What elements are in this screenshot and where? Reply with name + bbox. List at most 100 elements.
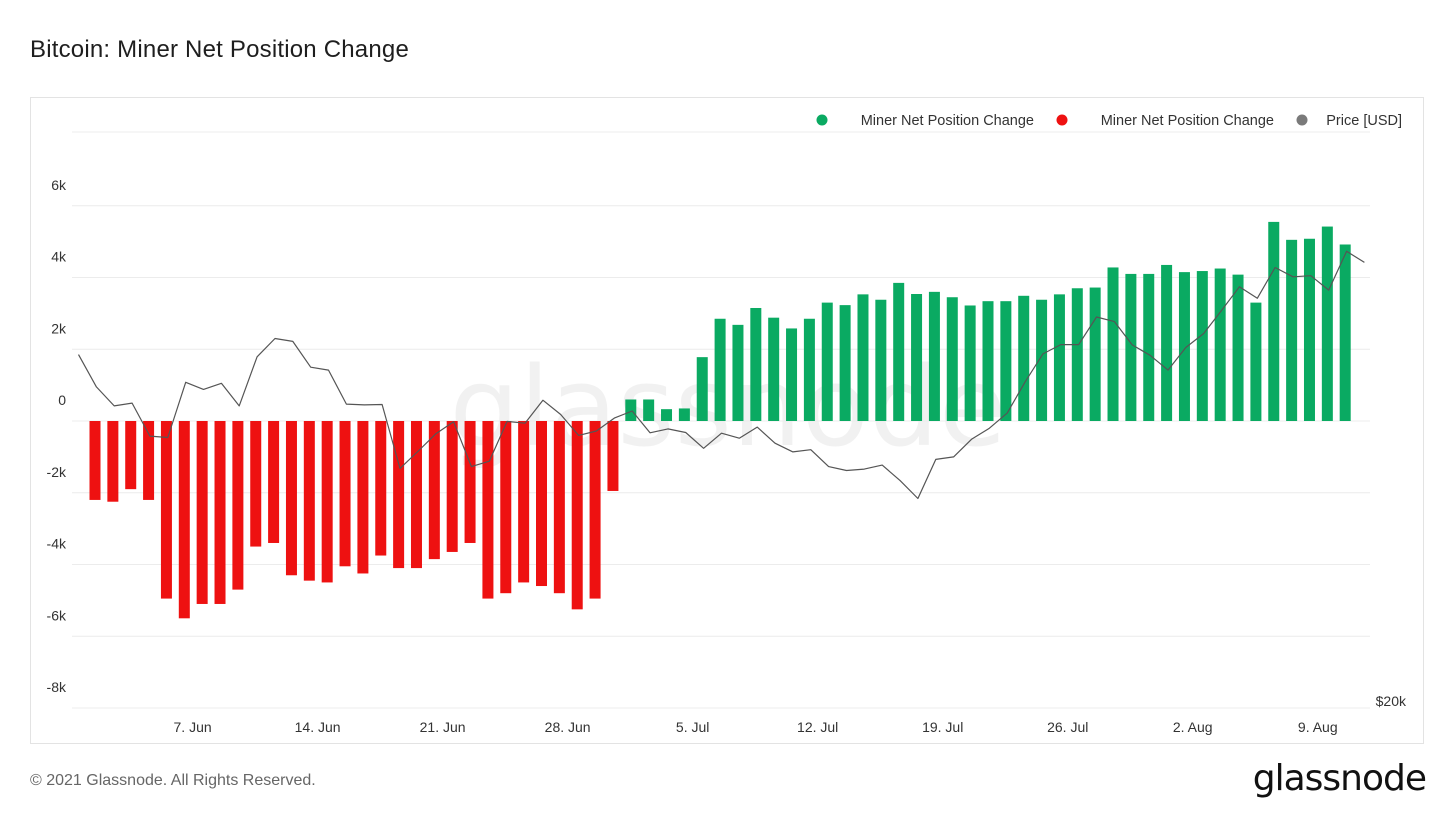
- bar-series: [89, 221, 1351, 619]
- x-tick-label: 21. Jun: [420, 719, 466, 735]
- bar-positive[interactable]: [714, 318, 726, 421]
- bar-negative[interactable]: [607, 421, 619, 491]
- x-axis-ticks: 7. Jun 14. Jun 21. Jun 28. Jun 5. Jul 12. Jul…: [174, 719, 1338, 735]
- bar-negative[interactable]: [232, 421, 244, 590]
- grid-lines: [72, 131, 1370, 709]
- bar-positive[interactable]: [1125, 273, 1137, 421]
- bar-negative[interactable]: [589, 421, 601, 599]
- bar-negative[interactable]: [375, 421, 387, 556]
- bar-negative[interactable]: [428, 421, 440, 560]
- bar-negative[interactable]: [285, 421, 297, 576]
- bar-positive[interactable]: [768, 317, 780, 421]
- legend-label[interactable]: Miner Net Position Change: [861, 113, 1034, 129]
- bar-positive[interactable]: [1286, 239, 1298, 421]
- bar-positive[interactable]: [678, 408, 690, 421]
- bar-negative[interactable]: [143, 421, 155, 500]
- bar-negative[interactable]: [125, 421, 137, 490]
- bar-positive[interactable]: [857, 294, 869, 421]
- bar-negative[interactable]: [178, 421, 190, 619]
- bar-positive[interactable]: [1089, 287, 1101, 421]
- bar-positive[interactable]: [696, 357, 708, 421]
- bar-positive[interactable]: [625, 399, 637, 421]
- x-tick-label: 26. Jul: [1047, 719, 1088, 735]
- bar-negative[interactable]: [303, 421, 315, 581]
- bar-positive[interactable]: [982, 301, 994, 421]
- bar-positive[interactable]: [1178, 272, 1190, 421]
- bar-positive[interactable]: [1018, 295, 1030, 421]
- bar-negative[interactable]: [321, 421, 333, 583]
- bar-positive[interactable]: [1143, 273, 1155, 421]
- bar-negative[interactable]: [500, 421, 512, 594]
- bar-positive[interactable]: [643, 399, 655, 421]
- legend-label[interactable]: Price [USD]: [1326, 113, 1402, 129]
- bar-negative[interactable]: [268, 421, 280, 543]
- bar-positive[interactable]: [1214, 268, 1226, 421]
- bar-positive[interactable]: [821, 302, 833, 421]
- bar-negative[interactable]: [196, 421, 208, 604]
- glassnode-logo: glassnode: [1252, 758, 1427, 799]
- bar-positive[interactable]: [875, 299, 887, 421]
- watermark-text: glassnode: [450, 343, 1007, 471]
- bar-negative[interactable]: [250, 421, 262, 547]
- right-axis-label: $20k: [1376, 693, 1407, 709]
- bar-negative[interactable]: [518, 421, 530, 583]
- legend-marker[interactable]: [816, 114, 828, 126]
- bar-positive[interactable]: [893, 282, 905, 421]
- bar-positive[interactable]: [1321, 226, 1333, 421]
- y-tick-label: 4k: [51, 249, 67, 265]
- bar-negative[interactable]: [536, 421, 547, 587]
- bar-positive[interactable]: [803, 318, 815, 421]
- price-line[interactable]: [77, 250, 1365, 500]
- x-tick-label: 5. Jul: [676, 719, 709, 735]
- bar-negative[interactable]: [160, 421, 172, 599]
- bar-positive[interactable]: [1268, 221, 1280, 421]
- legend[interactable]: Price [USD] Miner Net Position Change Mine…: [816, 113, 1403, 129]
- bar-positive[interactable]: [750, 307, 762, 421]
- bar-positive[interactable]: [1303, 238, 1315, 421]
- bar-positive[interactable]: [1071, 288, 1083, 421]
- bar-positive[interactable]: [1196, 271, 1208, 421]
- y-tick-label: -6k: [47, 607, 67, 623]
- bar-positive[interactable]: [839, 305, 851, 421]
- y-tick-label: -4k: [47, 536, 67, 552]
- legend-marker[interactable]: [1296, 114, 1308, 126]
- bar-positive[interactable]: [1053, 294, 1065, 421]
- bar-negative[interactable]: [464, 421, 476, 543]
- bar-positive[interactable]: [661, 409, 673, 421]
- bar-negative[interactable]: [446, 421, 458, 552]
- copyright-footer: © 2021 Glassnode. All Rights Reserved.: [30, 772, 316, 789]
- bar-positive[interactable]: [1000, 301, 1012, 421]
- bar-negative[interactable]: [482, 421, 494, 599]
- chart-title: Bitcoin: Miner Net Position Change: [30, 36, 409, 63]
- bar-negative[interactable]: [393, 421, 405, 569]
- bar-negative[interactable]: [89, 421, 101, 500]
- bar-positive[interactable]: [1161, 264, 1173, 421]
- x-tick-label: 9. Aug: [1298, 719, 1338, 735]
- bar-positive[interactable]: [1036, 299, 1048, 421]
- chart-frame: [30, 97, 1424, 744]
- bar-negative[interactable]: [410, 421, 422, 569]
- bar-positive[interactable]: [911, 294, 923, 421]
- bar-positive[interactable]: [964, 305, 976, 421]
- y-axis-ticks: 6k 4k 2k 0 -2k -4k -6k -8k: [47, 177, 67, 695]
- bar-positive[interactable]: [928, 291, 940, 421]
- bar-negative[interactable]: [357, 421, 369, 574]
- bar-positive[interactable]: [1232, 274, 1244, 421]
- bar-positive[interactable]: [732, 324, 744, 421]
- bar-negative[interactable]: [107, 421, 119, 502]
- x-tick-label: 19. Jul: [922, 719, 963, 735]
- bar-positive[interactable]: [946, 297, 958, 421]
- y-tick-label: -2k: [47, 464, 67, 480]
- bar-positive[interactable]: [1107, 267, 1119, 421]
- x-tick-label: 28. Jun: [545, 719, 591, 735]
- bar-positive[interactable]: [1250, 302, 1262, 421]
- legend-marker[interactable]: [1056, 114, 1068, 126]
- bar-negative[interactable]: [553, 421, 565, 594]
- bar-negative[interactable]: [214, 421, 226, 604]
- bar-positive[interactable]: [786, 328, 798, 421]
- bar-negative[interactable]: [339, 421, 351, 567]
- bar-positive[interactable]: [1339, 244, 1351, 421]
- y-tick-label: 0: [58, 392, 66, 408]
- bar-negative[interactable]: [571, 421, 583, 610]
- legend-label[interactable]: Miner Net Position Change: [1101, 113, 1274, 129]
